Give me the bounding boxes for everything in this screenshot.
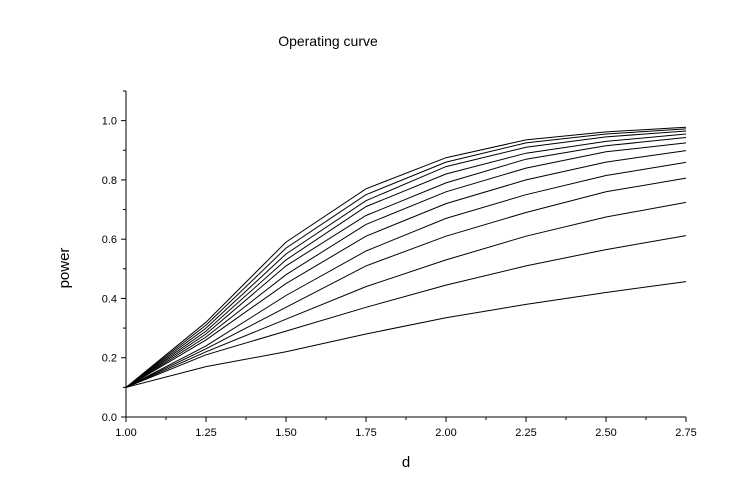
series-line-6	[125, 150, 687, 388]
y-tick-label: 0.8	[102, 175, 117, 187]
x-tick-label: 2.25	[515, 427, 536, 439]
y-tick-label: 0.0	[102, 412, 117, 424]
x-ticks: 1.00 1.25 1.50 1.75 2.00 2.25 2.50 2.75	[115, 417, 697, 439]
chart-title: Operating curve	[278, 33, 378, 49]
series-line-10	[125, 130, 687, 388]
plot-area: 1.00 1.25 1.50 1.75 2.00 2.25 2.50 2.75 0.00.20…	[102, 90, 697, 439]
series-line-12	[125, 126, 687, 388]
x-tick-label: 2.75	[675, 427, 696, 439]
y-tick-label: 1.0	[102, 116, 117, 128]
x-tick-label: 1.50	[275, 427, 296, 439]
series-line-3	[125, 201, 687, 388]
x-tick-label: 2.50	[595, 427, 616, 439]
x-tick-label: 1.00	[115, 427, 136, 439]
x-tick-label: 1.75	[355, 427, 376, 439]
series-line-1	[125, 281, 687, 388]
x-tick-label: 1.25	[195, 427, 216, 439]
y-ticks: 0.0 0.2 0.4 0.6 0.8 1.0	[102, 90, 126, 424]
x-tick-label: 2.00	[435, 427, 456, 439]
y-tick-label: 0.4	[102, 293, 117, 305]
series-line-5	[125, 161, 687, 388]
series-line-2	[125, 235, 687, 388]
y-tick-label: 0.2	[102, 353, 117, 365]
y-tick-label: 0.6	[102, 234, 117, 246]
series-line-11	[125, 128, 687, 388]
series-group	[125, 126, 687, 388]
series-line-8	[125, 137, 687, 388]
series-line-9	[125, 133, 687, 388]
series-line-4	[125, 177, 687, 388]
x-axis-label: d	[402, 454, 410, 471]
y-axis-label: power	[56, 248, 73, 289]
series-line-7	[125, 142, 687, 388]
